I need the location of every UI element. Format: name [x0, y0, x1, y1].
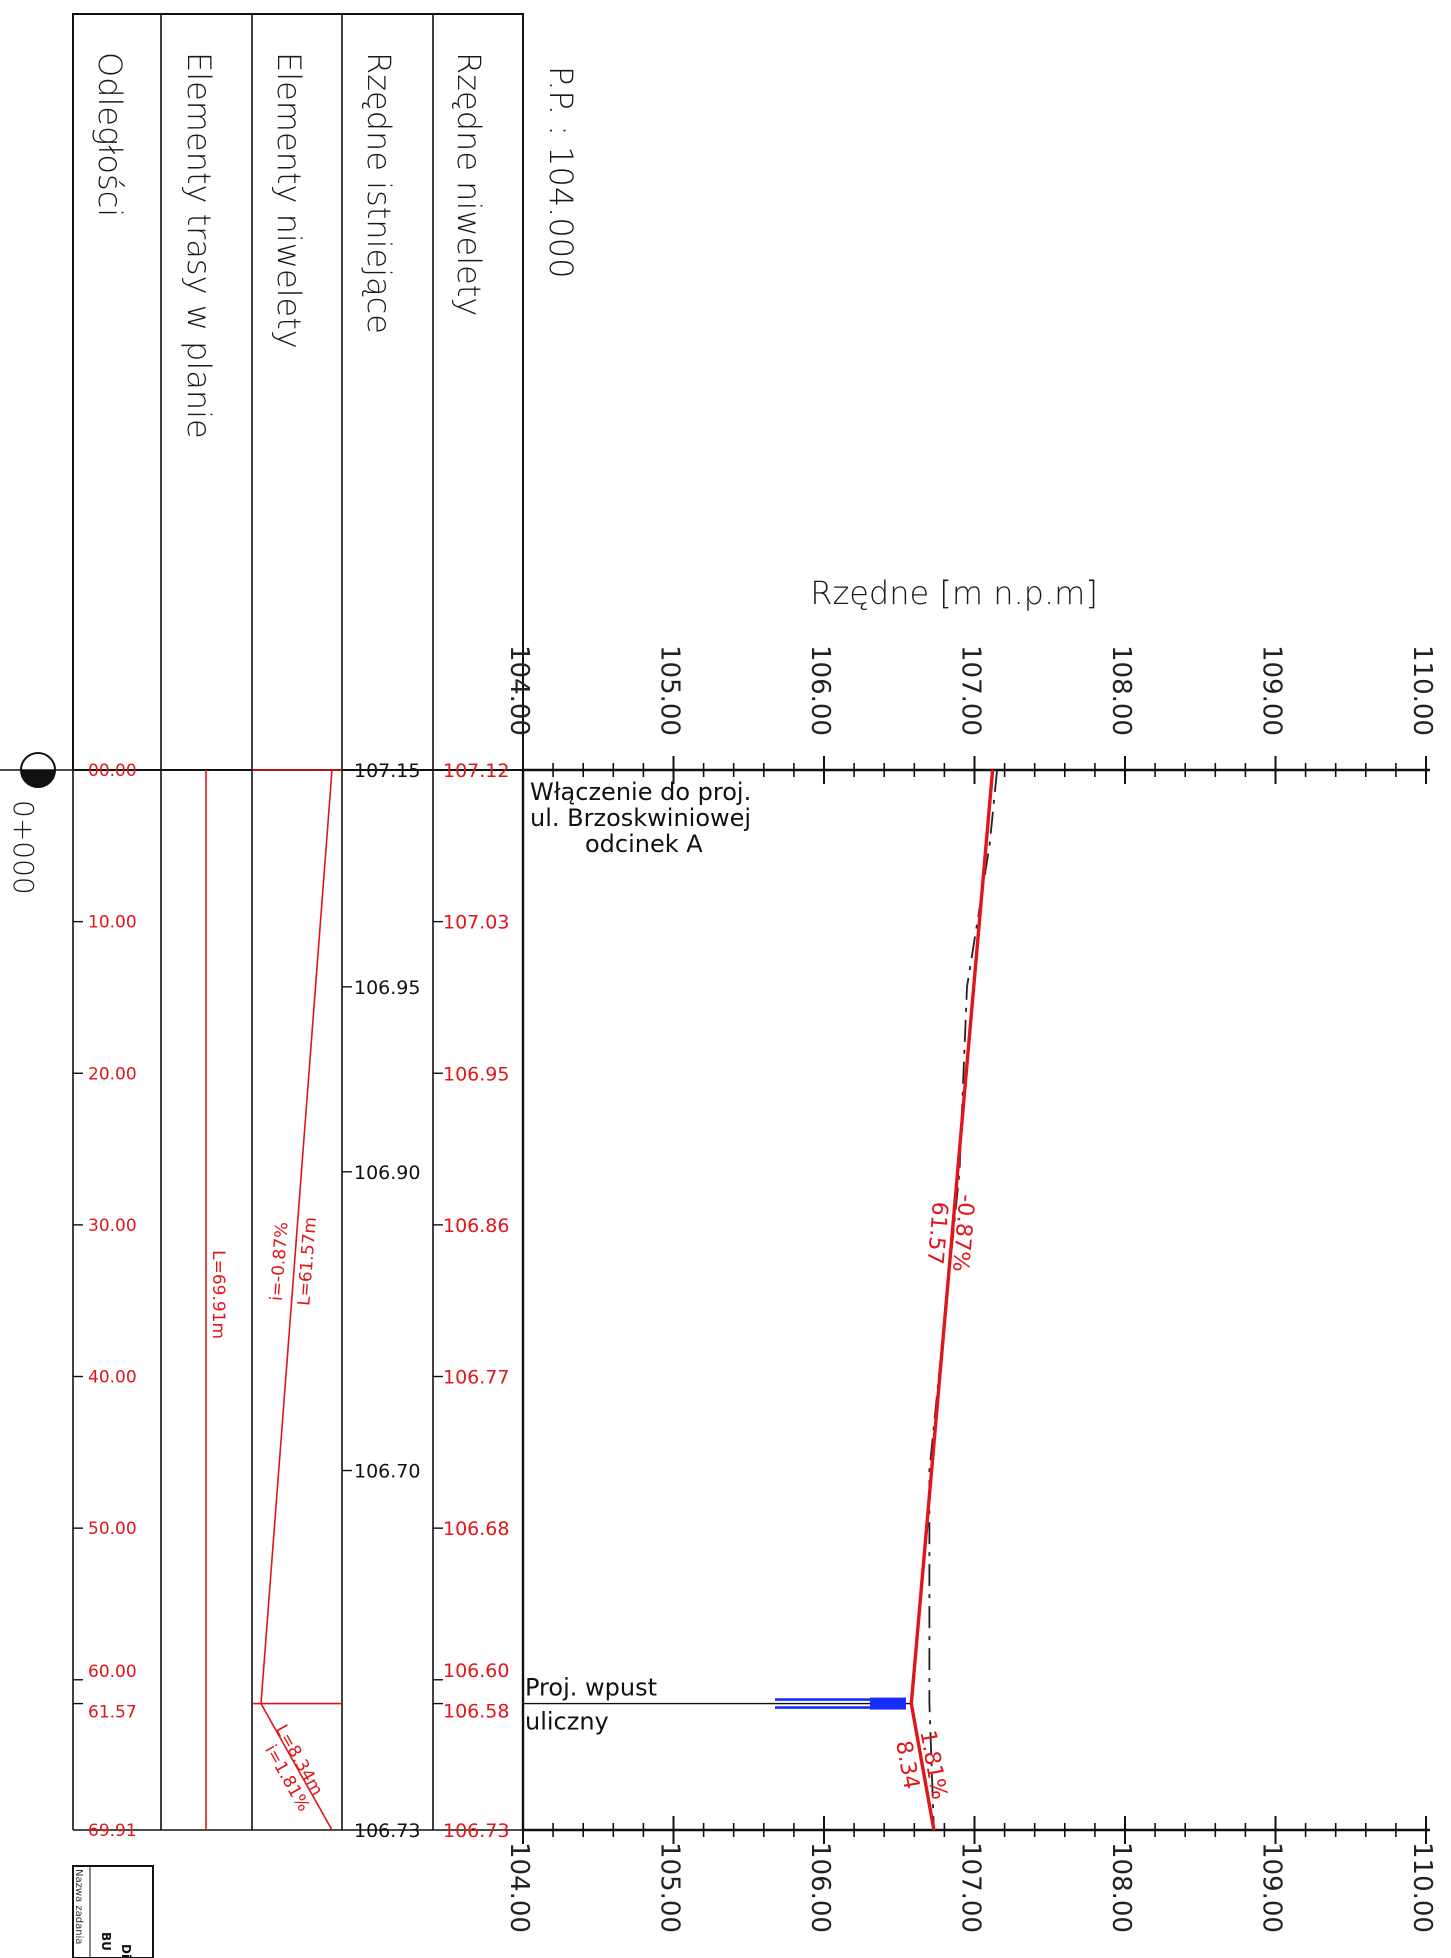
profile-notes: Włączenie do proj.ul. Brzoskwiniowejodci…	[523, 778, 910, 1736]
design-elevation-label: 106.68	[443, 1518, 509, 1540]
elevation-tick-label-bottom: 105.00	[655, 1842, 685, 1933]
existing-elevation-label: 106.95	[354, 977, 420, 999]
grade-element-length: L=61.57m	[294, 1216, 321, 1306]
grade-element-diagonal	[260, 769, 333, 1704]
distance-label: 61.57	[88, 1703, 137, 1723]
design-elevation-label: 107.03	[443, 912, 509, 934]
chainage-marker-icon	[21, 770, 55, 787]
chainage-label: 0+000	[7, 800, 40, 895]
note-start-line: odcinek A	[585, 830, 703, 858]
design-elevation-label: 106.60	[443, 1660, 509, 1682]
design-elevation-label: 106.58	[443, 1701, 509, 1723]
elevation-tick-label-top: 104.00	[504, 645, 534, 736]
note-inlet-line: uliczny	[525, 1708, 609, 1736]
inlet-symbol-icon	[870, 1697, 906, 1710]
distance-label: 69.91	[88, 1821, 137, 1841]
existing-ground-line	[928, 769, 998, 1831]
elevation-tick-label-bottom: 110.00	[1407, 1842, 1437, 1933]
distance-label: 10.00	[88, 913, 137, 933]
design-grade-line	[909, 769, 995, 1831]
station-rows: 00.00 10.00 20.00 30.00 40.00 50.00 60.00 61.57…	[73, 760, 509, 1842]
elevation-tick-label-bottom: 107.00	[956, 1842, 986, 1933]
elevation-tick-label-top: 108.00	[1106, 645, 1136, 736]
elevation-tick-label-bottom: 109.00	[1257, 1842, 1287, 1933]
existing-elevation-label: 106.73	[354, 1820, 420, 1842]
grade-element-diagonal	[260, 1703, 333, 1831]
note-start-line: ul. Brzoskwiniowej	[530, 804, 751, 832]
distance-label: 00.00	[88, 761, 137, 781]
row-label-elementy-trasy: Elementy trasy w planie	[180, 52, 218, 439]
title-block-field-label: Nazwa zadania	[73, 1869, 84, 1944]
elevation-tick-label-top: 110.00	[1407, 645, 1437, 736]
existing-elevation-label: 106.90	[354, 1162, 420, 1184]
elevation-tick-label-top: 105.00	[655, 645, 685, 736]
design-elevation-label: 106.95	[443, 1063, 509, 1085]
note-start-line: Włączenie do proj.	[530, 778, 751, 806]
distance-label: 50.00	[88, 1519, 137, 1539]
design-elevation-label: 107.12	[443, 760, 509, 782]
plan-element-length: L=69.91m	[208, 1250, 228, 1339]
design-elevation-label: 106.77	[443, 1367, 509, 1389]
elevation-tick-label-top: 109.00	[1257, 645, 1287, 736]
title-block-text-b: Di	[119, 1944, 133, 1958]
distance-label: 20.00	[88, 1064, 137, 1084]
grade-element-grade: i=-0.87%	[267, 1221, 293, 1301]
segment-length-label: 61.57	[922, 1201, 952, 1266]
note-inlet-line: Proj. wpust	[525, 1674, 657, 1702]
design-elevation-label: 106.86	[443, 1215, 509, 1237]
title-block-text-a: BU	[99, 1932, 113, 1951]
elevation-axis-title: Rzędne [m n.p.m]	[810, 574, 1098, 612]
chainage-marker: 0+000	[0, 752, 73, 895]
existing-elevation-label: 107.15	[354, 760, 420, 782]
elevation-tick-label-top: 107.00	[956, 645, 986, 736]
elevation-ticks: 104.00 104.00 105.00 105.00 106.00 106.00 107.…	[504, 645, 1437, 1933]
profile-plot: 104.00 104.00 105.00 105.00 106.00 106.00 107.…	[504, 645, 1437, 1933]
row-label-niweleta: Rzędne niwelety	[450, 52, 488, 316]
row-label-odleglosci: Odległości	[91, 52, 129, 217]
row-label-istniejace: Rzędne istniejące	[360, 52, 398, 334]
elevation-tick-label-bottom: 108.00	[1106, 1842, 1136, 1933]
distance-label: 30.00	[88, 1216, 137, 1236]
existing-elevation-label: 106.70	[354, 1461, 420, 1483]
profile-lines: -0.87%61.571.81%8.34	[890, 769, 998, 1831]
datum-label: P.P. : 104.000	[542, 66, 580, 278]
elevation-tick-label-bottom: 106.00	[805, 1842, 835, 1933]
distance-label: 40.00	[88, 1368, 137, 1388]
row-labels-table: Rzędne niwelety Rzędne istniejące Elemen…	[72, 13, 580, 1831]
design-elevation-label: 106.73	[443, 1820, 509, 1842]
elevation-tick-label-bottom: 104.00	[504, 1842, 534, 1933]
elevation-tick-label-top: 106.00	[805, 645, 835, 736]
row-label-elementy-niwelety: Elementy niwelety	[270, 52, 308, 349]
distance-label: 60.00	[88, 1662, 137, 1682]
title-block: Nazwa zadania BU Di	[72, 1865, 154, 1958]
